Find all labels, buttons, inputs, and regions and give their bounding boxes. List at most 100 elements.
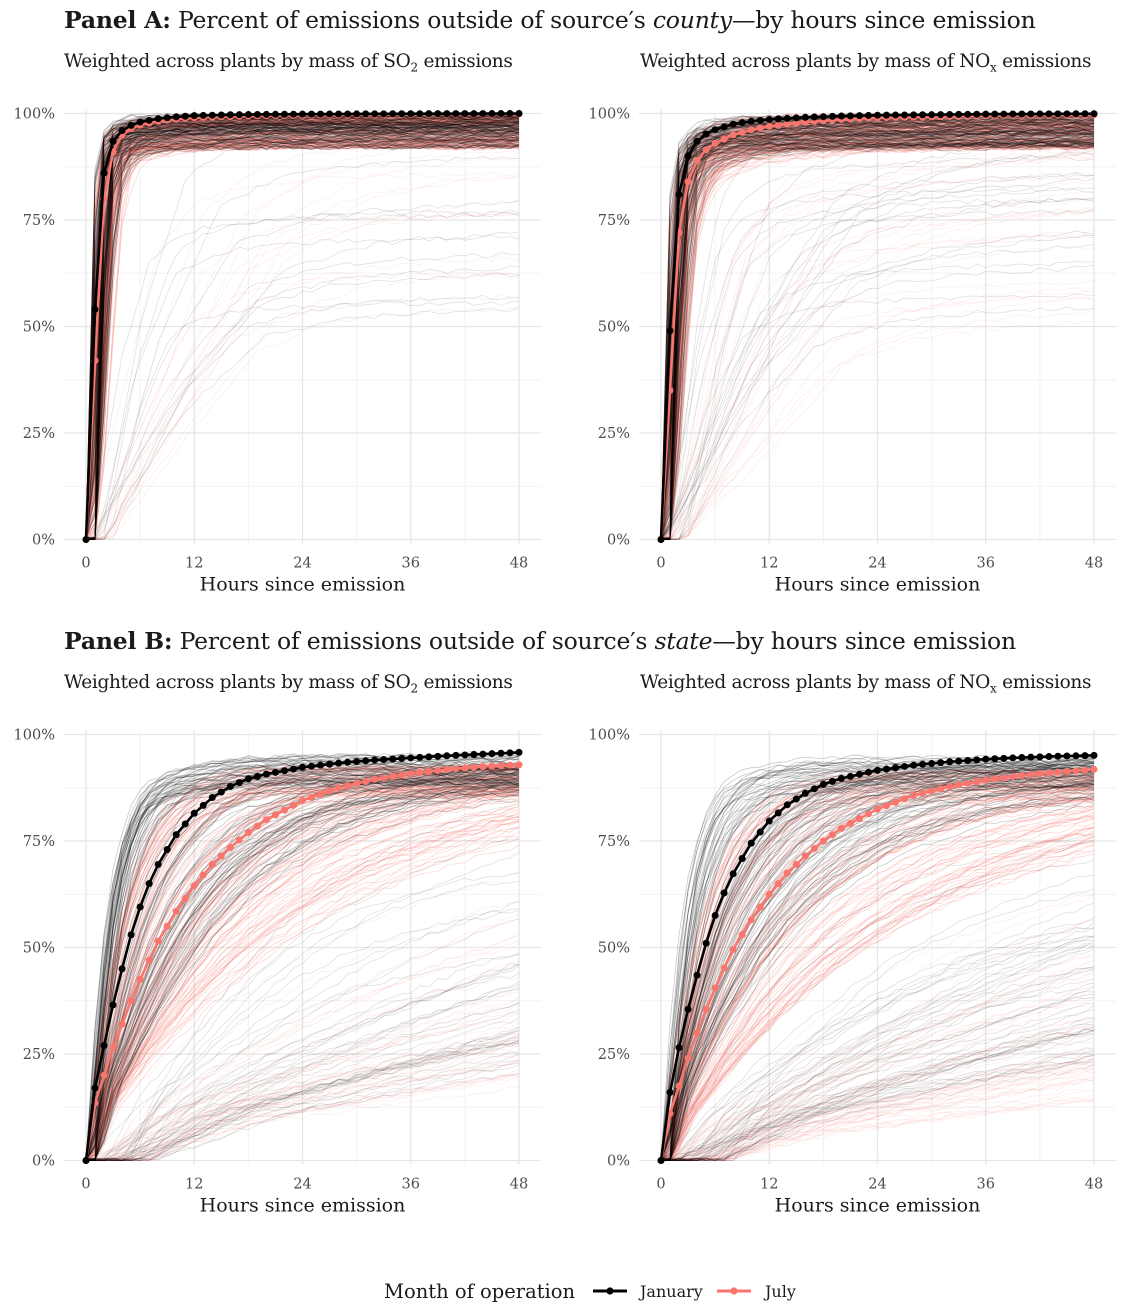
b-nox-plant-trace-july (661, 796, 1095, 1161)
a-so2-plant-trace-july (85, 123, 520, 540)
b-nox-plant-trace-january (660, 935, 1095, 1161)
b-nox-point-july (765, 890, 773, 898)
b-nox-point-january (783, 801, 791, 809)
a-nox-plant-trace-january (660, 142, 1095, 540)
b-so2-plant-trace-july (85, 812, 520, 1160)
legend-july-swatch-dot (730, 1287, 738, 1295)
b-nox-y-tick-label: 50% (598, 941, 630, 957)
a-so2-plant-trace-january (85, 143, 520, 539)
a-nox-point-july (783, 120, 791, 128)
b-nox-plant-trace-july (660, 1022, 1095, 1161)
a-nox-plant-trace-july (660, 138, 1095, 539)
b-so2-plant-trace-july (85, 1011, 520, 1161)
a-so2-plant-trace-july (85, 127, 520, 539)
a-so2-plant-trace-july (85, 271, 520, 540)
a-nox-point-january (702, 130, 710, 138)
a-so2-plant-trace-january (85, 123, 520, 538)
b-nox-plant-trace-january (660, 761, 1095, 1161)
b-nox-plant-trace-july (660, 815, 1095, 1161)
b-nox-plant-trace-july (661, 835, 1095, 1161)
a-nox-plant-trace-january (660, 140, 1095, 540)
a-so2-plant-trace-january (85, 129, 520, 539)
b-nox-plant-trace-july (660, 1053, 1095, 1161)
a-nox-plant-trace-january (660, 128, 1095, 540)
b-so2-plant-trace-july (85, 826, 520, 1160)
b-nox-point-january (729, 870, 737, 878)
b-so2-plant-trace-january (85, 851, 520, 1161)
b-nox-plant-trace-january (660, 1029, 1095, 1161)
b-nox-plant-trace-july (661, 811, 1095, 1161)
b-nox-plant-trace-july (660, 999, 1095, 1161)
a-nox-y-tick-label: 50% (598, 320, 630, 336)
b-so2-plant-trace-july (85, 820, 520, 1159)
b-nox-plant-trace-july (661, 1088, 1095, 1161)
b-so2-point-july (190, 882, 198, 890)
b-so2-point-july (497, 762, 505, 770)
a-nox-plant-trace-july (661, 150, 1095, 540)
a-so2-plant-trace-july (85, 171, 520, 539)
b-so2-plant-trace-january (85, 776, 520, 1161)
b-nox-point-january (910, 761, 918, 769)
b-so2-series-july (82, 761, 523, 1164)
a-so2-plant-trace-january (86, 130, 520, 540)
b-nox-point-july (919, 789, 927, 797)
b-nox-point-january (1054, 752, 1062, 760)
b-so2-plant-trace-january (85, 776, 520, 1161)
b-nox-plant-trace-january (660, 990, 1095, 1161)
a-nox-plant-trace-january (660, 186, 1095, 538)
a-so2-plant-trace-january (86, 123, 520, 540)
a-nox-plant-trace-july (660, 130, 1095, 539)
a-nox-plant-trace-july (660, 176, 1095, 540)
a-nox-plant-trace-july (660, 144, 1095, 540)
a-nox-plant-trace-january (660, 131, 1095, 539)
a-so2-plant-trace-july (85, 130, 520, 538)
b-nox-plant-trace-july (660, 796, 1095, 1160)
a-nox-x-tick-label: 36 (977, 556, 995, 572)
b-nox-plant-trace-january (660, 761, 1095, 1161)
b-nox-plant-trace-july (660, 806, 1095, 1161)
a-nox-point-january (774, 115, 782, 123)
a-nox-plant-trace-july (660, 142, 1095, 539)
a-so2-plant-trace-january (85, 129, 520, 540)
b-so2-plant-trace-january (85, 1060, 520, 1161)
a-so2-plant-trace-july (85, 129, 520, 540)
b-so2-plant-trace-january (85, 757, 520, 1159)
b-nox-point-january (711, 912, 719, 920)
a-so2-plant-trace-july (85, 120, 520, 539)
a-nox-plant-trace-january (660, 140, 1095, 540)
b-nox-plant-trace-july (660, 953, 1095, 1161)
b-nox-plant-trace-january (660, 1017, 1095, 1161)
a-nox-plant-trace-january (660, 132, 1095, 538)
a-nox-point-january (901, 111, 909, 119)
a-so2-plant-trace-july (85, 130, 520, 540)
b-so2-plant-trace-january (85, 771, 520, 1161)
b-so2-plant-trace-january (85, 838, 520, 1161)
a-so2-plant-trace-july (85, 121, 520, 540)
a-nox-plant-trace-july (660, 117, 1095, 538)
a-nox-point-july (774, 121, 782, 129)
b-nox-plant-trace-july (661, 836, 1095, 1161)
a-so2-plant-trace-january (85, 138, 520, 540)
b-nox-point-january (946, 758, 954, 766)
a-nox-point-july (792, 119, 800, 127)
a-so2-plant-trace-january (85, 130, 520, 540)
b-so2-plant-trace-july (86, 785, 520, 1161)
a-so2-plant-trace-july (85, 138, 520, 540)
b-nox-plant-trace-january (660, 778, 1095, 1159)
b-so2-plant-trace-january (85, 786, 520, 1161)
b-nox-plant-trace-july (660, 960, 1095, 1161)
b-nox-plant-trace-january (660, 780, 1095, 1160)
a-nox-plant-trace-july (660, 122, 1095, 540)
b-so2-point-january (109, 1001, 117, 1009)
b-nox-point-january (892, 764, 900, 772)
b-nox-plant-trace-january (660, 761, 1095, 1161)
b-nox-plant-trace-july (660, 841, 1095, 1161)
a-so2-plant-trace-january (85, 265, 520, 540)
b-nox-point-january (1000, 754, 1008, 762)
a-nox-plant-trace-january (660, 140, 1095, 540)
b-so2-point-january (271, 768, 279, 776)
a-nox-plant-trace-january (660, 141, 1095, 540)
a-so2-plant-trace-january (85, 140, 520, 538)
a-so2-plant-trace-july (85, 139, 520, 540)
a-nox-plant-trace-july (660, 141, 1095, 540)
